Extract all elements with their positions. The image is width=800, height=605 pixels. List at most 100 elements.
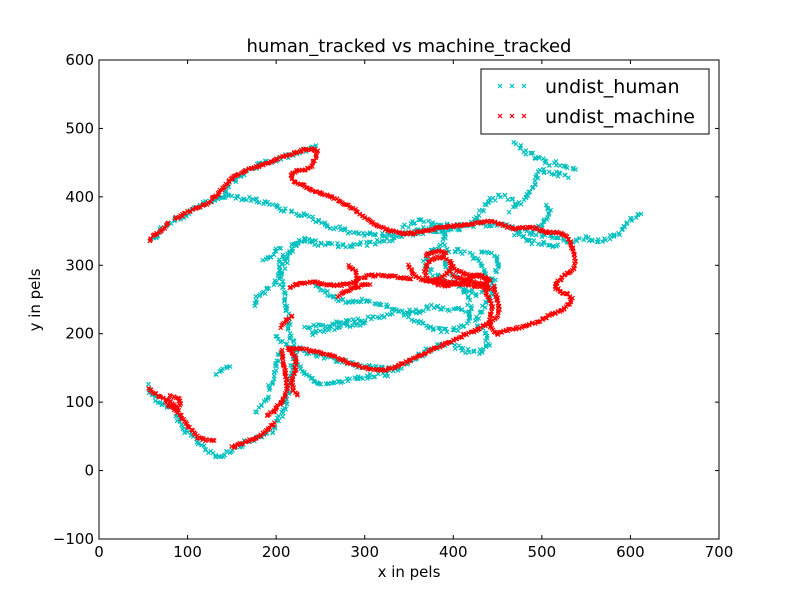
data-point (539, 228, 544, 234)
data-point (220, 195, 225, 200)
data-point (430, 273, 436, 279)
data-point (335, 243, 341, 249)
data-point (466, 310, 472, 316)
data-point (373, 232, 379, 238)
data-point (401, 310, 407, 316)
data-point (488, 286, 493, 292)
data-point (547, 162, 552, 168)
data-point (280, 254, 286, 260)
data-point (408, 357, 413, 363)
data-point (277, 268, 283, 274)
data-point (511, 232, 517, 238)
data-point (261, 398, 267, 404)
data-point (305, 165, 311, 171)
data-point (607, 233, 613, 238)
data-point (367, 230, 373, 235)
data-point (276, 418, 282, 424)
data-point (407, 276, 412, 282)
data-point (505, 197, 511, 203)
data-point (566, 175, 571, 181)
data-point (406, 225, 411, 230)
data-point (526, 189, 532, 195)
data-point (406, 307, 412, 313)
data-point (541, 169, 547, 175)
data-point (278, 325, 284, 331)
data-point (564, 234, 570, 239)
data-point (216, 453, 222, 459)
data-point (600, 239, 605, 245)
data-point (222, 452, 227, 458)
data-point (555, 242, 561, 248)
x-tick-label: 700 (705, 543, 734, 561)
data-point (310, 159, 316, 165)
data-point (160, 395, 166, 401)
data-point (424, 323, 429, 329)
data-point (564, 165, 570, 171)
data-point (573, 237, 579, 243)
data-point (559, 231, 564, 237)
y-tick-label: 0 (84, 462, 94, 480)
data-point (321, 287, 326, 293)
data-point (313, 143, 319, 148)
data-point (378, 302, 384, 308)
data-point (438, 329, 444, 335)
data-point (316, 218, 322, 224)
data-point (290, 388, 296, 394)
data-point (513, 141, 519, 147)
data-point (482, 201, 488, 207)
data-point (343, 300, 348, 306)
data-point (506, 209, 512, 215)
data-point (473, 314, 479, 320)
data-point (266, 286, 272, 291)
data-point (334, 282, 340, 288)
y-axis-label: y in pels (26, 268, 44, 331)
legend-label-undist-machine: undist_machine (545, 106, 695, 128)
data-point (344, 360, 350, 366)
data-point (329, 241, 335, 247)
data-point (452, 346, 458, 352)
data-point (165, 220, 171, 226)
data-point (347, 229, 353, 235)
x-axis-label: x in pels (378, 563, 441, 581)
data-point (573, 167, 578, 172)
data-point (358, 239, 364, 245)
data-point (465, 302, 470, 308)
data-point (282, 392, 288, 398)
data-point (441, 255, 447, 261)
data-point (210, 437, 216, 443)
data-point (408, 230, 414, 235)
data-point (283, 383, 289, 389)
data-point (338, 323, 344, 329)
data-point (177, 412, 183, 418)
data-point (443, 326, 449, 332)
data-point (276, 413, 282, 419)
data-point (595, 237, 601, 242)
data-point (490, 304, 496, 310)
data-point (463, 309, 468, 315)
data-point (465, 294, 471, 300)
data-point (345, 299, 351, 305)
data-point (437, 255, 443, 261)
data-point (267, 385, 273, 391)
data-point (523, 148, 529, 154)
data-point (392, 306, 397, 312)
data-point (488, 277, 493, 283)
data-point (465, 346, 471, 352)
data-point (474, 323, 480, 328)
data-point (318, 240, 324, 246)
data-point (413, 310, 419, 316)
data-point (425, 259, 431, 265)
data-point (412, 220, 418, 226)
data-point (482, 305, 488, 310)
data-point (539, 242, 545, 248)
data-point (431, 326, 437, 331)
data-point (267, 254, 273, 260)
data-point (355, 376, 361, 382)
data-point (285, 254, 291, 259)
data-point (417, 308, 422, 314)
data-point (280, 338, 285, 344)
data-point (271, 420, 277, 426)
data-point (335, 298, 341, 304)
data-point (456, 324, 462, 330)
